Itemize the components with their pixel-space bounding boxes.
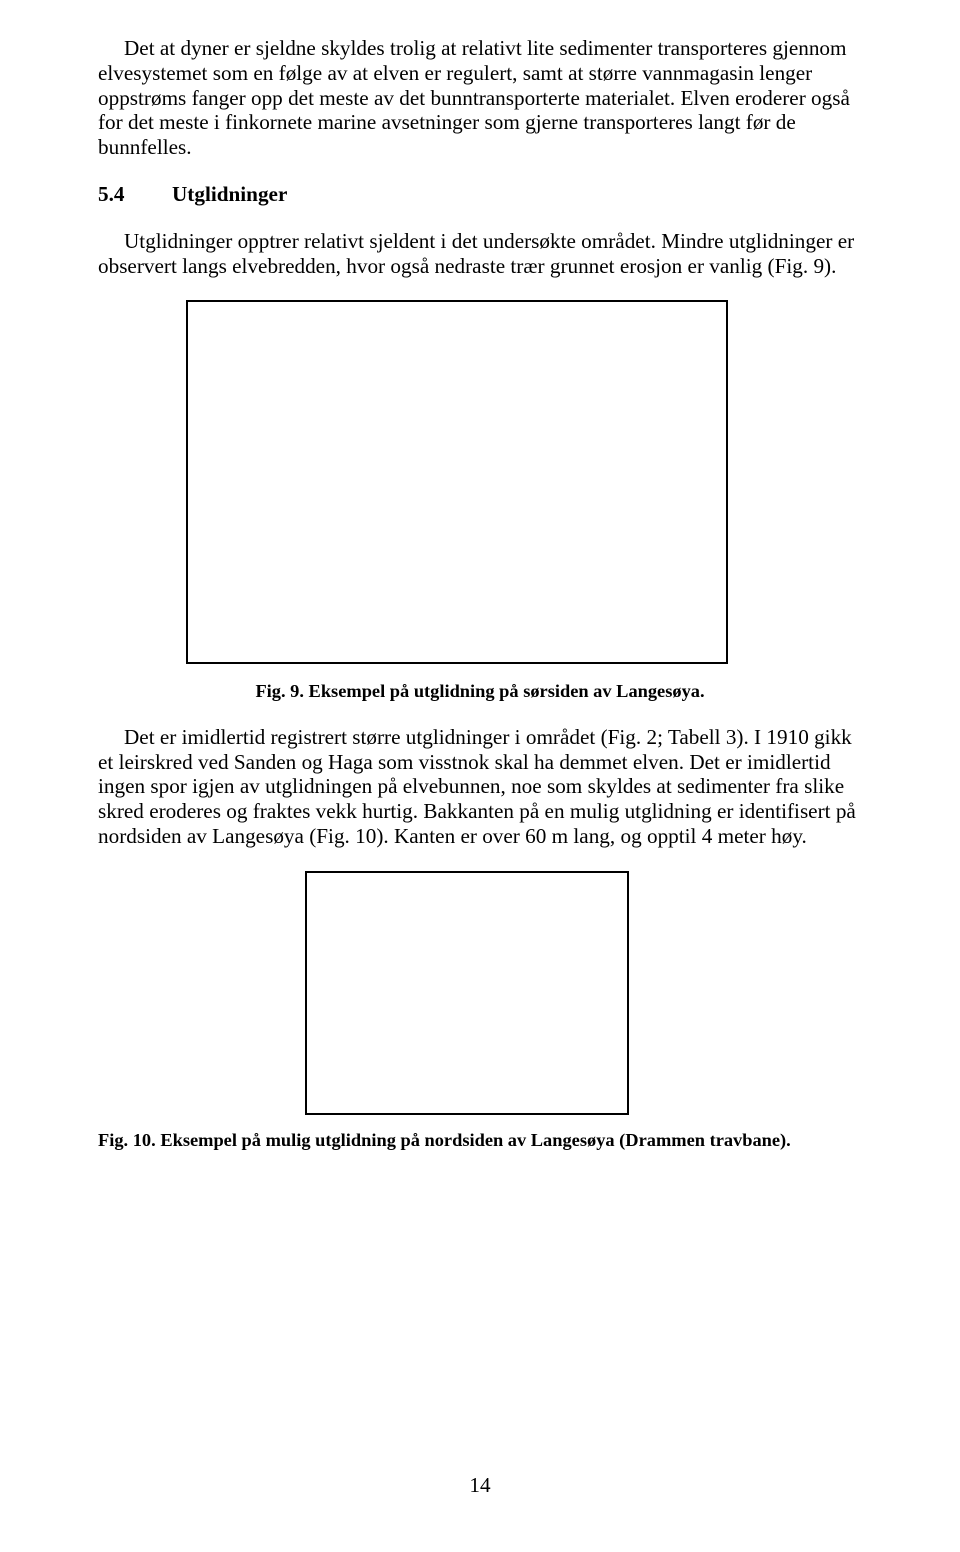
paragraph-2: Utglidninger opptrer relativt sjeldent i…	[98, 229, 862, 279]
paragraph-3: Det er imidlertid registrert større utgl…	[98, 725, 862, 849]
section-header: 5.4Utglidninger	[98, 182, 862, 207]
paragraph-1: Det at dyner er sjeldne skyldes trolig a…	[98, 36, 862, 160]
figure-9-caption: Fig. 9. Eksempel på utglidning på sørsid…	[98, 680, 862, 702]
page: Det at dyner er sjeldne skyldes trolig a…	[0, 0, 960, 1552]
section-number: 5.4	[98, 182, 172, 207]
section-title: Utglidninger	[172, 182, 287, 206]
figure-10-placeholder	[305, 871, 629, 1115]
figure-9-placeholder	[186, 300, 728, 664]
figure-10-caption: Fig. 10. Eksempel på mulig utglidning på…	[98, 1129, 862, 1151]
page-number: 14	[0, 1473, 960, 1498]
